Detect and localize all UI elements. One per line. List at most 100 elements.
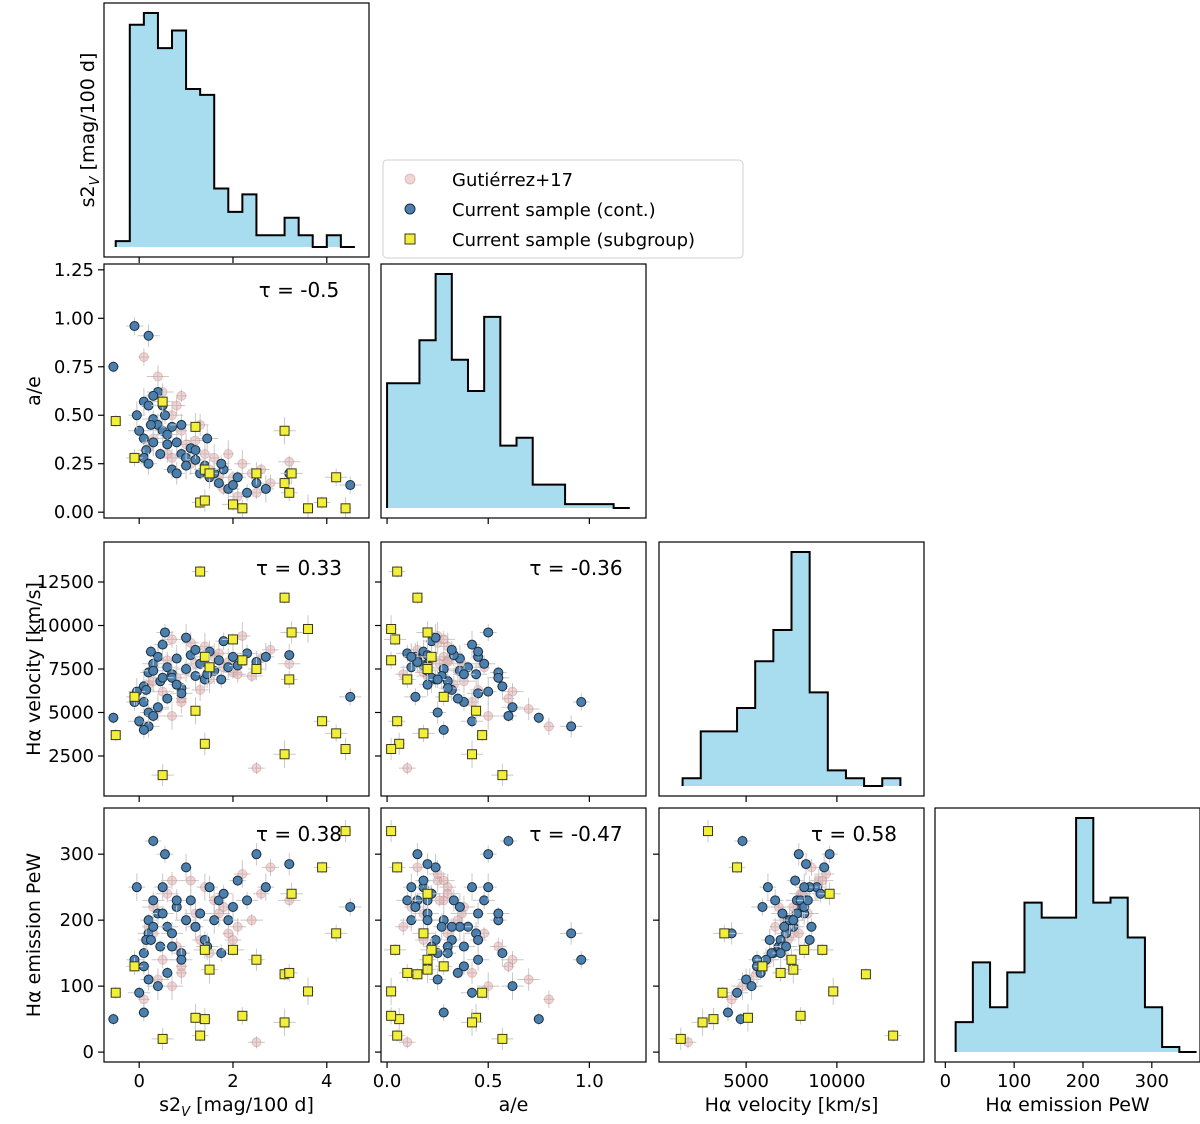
gutierrez-point <box>503 693 514 704</box>
hist-bar <box>549 485 565 508</box>
current-subgroup-point <box>675 1033 686 1044</box>
current-cont-point <box>473 934 484 945</box>
y-axis-label-ae: a/e <box>23 376 45 406</box>
hist-panel-s2v <box>103 2 370 258</box>
gutierrez-point <box>167 710 178 721</box>
current-cont-point <box>345 691 356 702</box>
hist-frame-ae <box>380 263 647 519</box>
current-subgroup-point <box>386 655 397 666</box>
current-subgroup-point <box>227 499 238 510</box>
current-subgroup-point <box>386 826 397 837</box>
current-cont-point <box>148 895 159 906</box>
current-subgroup-point <box>392 716 403 727</box>
current-cont-point <box>227 901 238 912</box>
current-subgroup-point <box>422 888 433 899</box>
current-cont-point <box>134 987 145 998</box>
hist-bar <box>271 235 285 247</box>
current-cont-point <box>216 948 227 959</box>
current-subgroup-point <box>237 503 248 514</box>
hist-bar <box>387 383 403 508</box>
current-subgroup-point <box>331 728 342 739</box>
current-cont-point <box>454 901 465 912</box>
x-axis-label-ae: a/e <box>499 1094 529 1116</box>
hist-bar <box>1111 898 1128 1052</box>
hist-fill-pew <box>955 818 1197 1052</box>
current-subgroup-point <box>251 954 262 965</box>
current-subgroup-point <box>199 944 210 955</box>
hist-bar <box>144 13 158 247</box>
current-subgroup-point <box>390 634 401 645</box>
current-subgroup-point <box>110 416 121 427</box>
current-cont-point <box>159 627 170 638</box>
current-subgroup-point <box>438 691 449 702</box>
current-cont-point <box>819 862 830 873</box>
current-cont-point <box>143 974 154 985</box>
current-cont-point <box>412 849 423 860</box>
current-cont-point <box>473 688 484 699</box>
legend: Gutiérrez+17 Current sample (cont.) Curr… <box>382 159 744 259</box>
hist-step-ae <box>386 273 630 509</box>
scatter-panel-ae-vel: τ = -0.36 <box>380 541 647 797</box>
gutierrez-point <box>543 994 554 1005</box>
scatter-points-s2v-vel <box>107 565 362 787</box>
x-tick-label: 5000 <box>723 1071 769 1092</box>
current-cont-point <box>213 478 224 489</box>
scatter-panel-s2v-pew: τ = 0.38 <box>103 807 370 1063</box>
y-tick-label: 12500 <box>37 572 94 593</box>
current-cont-point <box>458 961 469 972</box>
current-cont-point <box>141 684 152 695</box>
current-cont-point <box>406 882 417 893</box>
current-subgroup-point <box>418 728 429 739</box>
current-subgroup-point <box>392 1030 403 1041</box>
current-cont-point <box>458 941 469 952</box>
gutierrez-point <box>507 954 518 965</box>
current-cont-point <box>159 410 170 421</box>
current-cont-point <box>108 1014 119 1025</box>
current-cont-point <box>145 646 156 657</box>
hist-panel-vel <box>658 541 925 797</box>
current-subgroup-point <box>190 1012 201 1023</box>
current-subgroup-point <box>204 964 215 975</box>
current-cont-point <box>448 895 459 906</box>
current-cont-point <box>148 710 159 721</box>
current-cont-point <box>732 987 743 998</box>
current-cont-point <box>467 882 478 893</box>
current-subgroup-point <box>251 468 262 479</box>
legend-marker-current-subgroup <box>404 233 416 245</box>
current-cont-point <box>143 330 154 341</box>
current-cont-point <box>746 981 757 992</box>
hist-bar <box>773 630 791 786</box>
current-cont-point <box>190 670 201 681</box>
current-subgroup-point <box>227 634 238 645</box>
current-cont-point <box>430 632 441 643</box>
current-cont-point <box>148 437 159 448</box>
panels-layer: τ = -0.5 τ = 0.33 τ = -0.36 τ = 0.38 τ = -0.… <box>23 2 1200 1120</box>
current-subgroup-point <box>386 744 397 755</box>
hist-bar <box>1042 918 1059 1052</box>
current-cont-point <box>741 974 752 985</box>
current-cont-point <box>406 651 417 662</box>
current-cont-point <box>452 693 463 704</box>
current-cont-point <box>223 662 234 673</box>
current-cont-point <box>176 419 187 430</box>
gutierrez-point <box>467 967 478 978</box>
current-subgroup-point <box>340 826 351 837</box>
current-cont-point <box>497 681 508 692</box>
gutierrez-point <box>265 862 276 873</box>
hist-bar <box>285 218 299 247</box>
gutierrez-point <box>251 1037 262 1048</box>
gutierrez-point <box>483 710 494 721</box>
current-cont-point <box>232 875 243 886</box>
hist-bar <box>158 48 172 247</box>
current-cont-point <box>804 934 815 945</box>
current-cont-point <box>799 882 810 893</box>
y-tick-label: 0.50 <box>54 405 94 426</box>
gutierrez-point <box>223 449 234 460</box>
hist-bar <box>517 438 533 508</box>
scatter-frame <box>103 807 370 1063</box>
y-tick-label: 100 <box>60 976 94 997</box>
current-cont-point <box>138 697 149 708</box>
current-cont-point <box>260 882 271 893</box>
current-subgroup-point <box>438 961 449 972</box>
hist-bar <box>228 212 242 247</box>
